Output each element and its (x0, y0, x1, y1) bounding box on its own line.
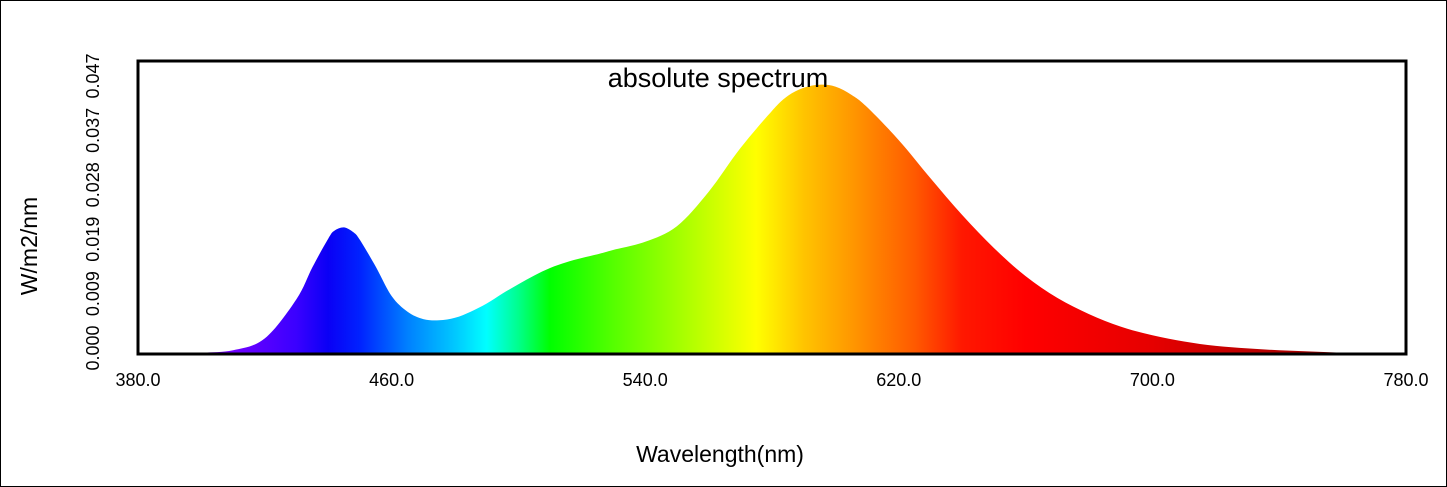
x-tick-label: 620.0 (876, 370, 921, 390)
plot-area-frame (136, 59, 1408, 356)
x-tick-label: 460.0 (369, 370, 414, 390)
x-tick-label: 780.0 (1383, 370, 1428, 390)
x-tick-label: 700.0 (1130, 370, 1175, 390)
chart-title: absolute spectrum (608, 63, 829, 93)
y-axis-label: W/m2/nm (16, 197, 42, 295)
y-tick-label: 0.028 (83, 162, 103, 207)
y-tick-label: 0.019 (83, 217, 103, 262)
spectrum-area (138, 84, 1406, 355)
y-tick-label: 0.009 (83, 271, 103, 316)
y-tick-label: 0.037 (83, 108, 103, 153)
x-tick-label: 540.0 (623, 370, 668, 390)
x-tick-label: 380.0 (115, 370, 160, 390)
x-axis-label: Wavelength(nm) (636, 441, 804, 467)
y-tick-label: 0.047 (83, 53, 103, 98)
y-tick-label: 0.000 (83, 325, 103, 370)
